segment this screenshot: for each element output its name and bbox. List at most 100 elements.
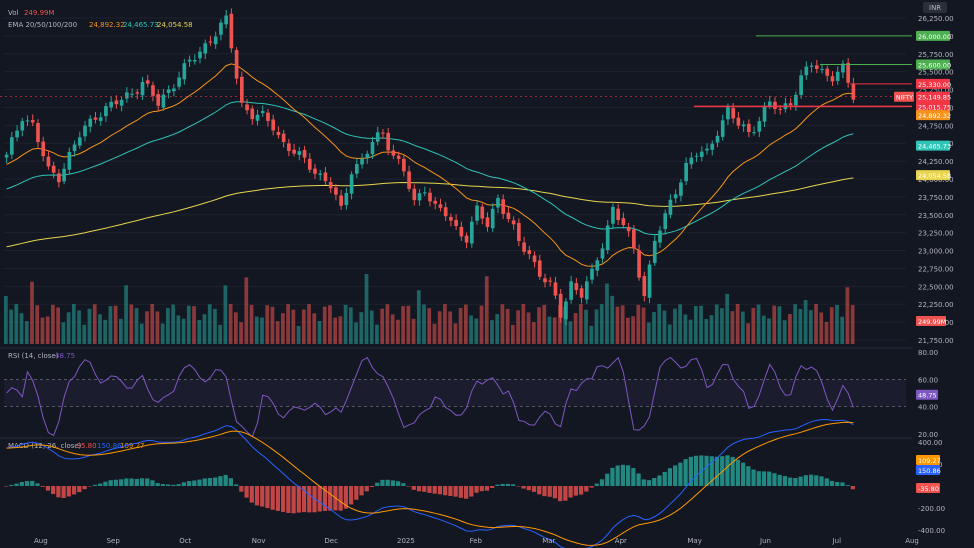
candle-body — [668, 199, 673, 215]
candle-body — [156, 94, 161, 106]
candle-body — [841, 63, 845, 73]
candle-body — [715, 135, 720, 143]
macd-histogram-bar — [145, 478, 150, 486]
macd-tick-label: -200.00 — [918, 505, 945, 513]
candle-body — [511, 220, 516, 225]
volume-bar — [526, 312, 531, 344]
price-axis[interactable]: 26,250.00 26,000.00 25,750.00 25,500.00 25,2… — [894, 15, 954, 345]
time-tick-label: Aug — [34, 537, 48, 545]
ema20-line — [6, 63, 854, 267]
volume-bar — [66, 312, 71, 344]
candle-body — [245, 104, 249, 111]
volume-bar — [244, 277, 249, 344]
candle-body — [83, 125, 87, 137]
volume-bar — [301, 309, 306, 344]
candle-body — [731, 107, 735, 119]
volume-bar — [338, 316, 343, 344]
candle-body — [20, 121, 25, 131]
candle-body — [778, 108, 783, 110]
volume-bar — [824, 321, 829, 344]
macd-histogram-bar — [714, 456, 720, 486]
macd-histogram-bar — [547, 486, 552, 497]
macd-histogram-bar — [166, 484, 171, 486]
ema50-legend-value: 24,465.73 — [123, 21, 159, 29]
volume-bar — [359, 312, 364, 344]
rsi-pane[interactable]: 80.00 60.00 40.00 20.00 48.75 — [4, 349, 938, 439]
macd-value-badge — [916, 483, 940, 493]
macd-histogram-bar — [474, 486, 479, 493]
volume-bar — [845, 287, 850, 344]
macd-tick-label: 400.00 — [918, 439, 943, 447]
volume-bar — [82, 324, 87, 344]
candle-body — [67, 152, 72, 170]
candle-body — [626, 226, 631, 232]
volume-bar — [829, 307, 834, 344]
rsi-legend-label: RSI (14, close) — [8, 352, 59, 360]
symbol-badge[interactable] — [894, 91, 914, 102]
volume-bar — [443, 304, 447, 344]
macd-histogram-bar — [51, 486, 56, 494]
volume-bar — [798, 308, 803, 344]
rsi-legend-value: 48.75 — [55, 352, 75, 360]
macd-histogram-bar — [56, 486, 61, 498]
candle-body — [339, 195, 343, 206]
volume-bar — [160, 323, 165, 344]
volume-bar — [260, 317, 264, 344]
candle-body — [490, 208, 495, 229]
macd-histogram-bar — [176, 484, 181, 486]
price-tick-label: 23,000.00 — [918, 248, 954, 256]
candle-body — [396, 155, 401, 159]
currency-badge[interactable] — [923, 2, 947, 13]
candle-body — [344, 193, 349, 206]
volume-bar — [730, 311, 735, 344]
volume-bar — [192, 306, 196, 344]
candle-body — [77, 137, 82, 146]
price-tick-label: 23,500.00 — [918, 212, 954, 220]
volume-bar — [9, 309, 13, 344]
macd-histogram-bar — [108, 480, 113, 486]
volume-bar — [788, 314, 792, 344]
macd-histogram-bar — [301, 486, 307, 513]
time-axis[interactable]: Aug Sep Oct Nov Dec 2025 Feb Mar Apr May Jun Jul Aug — [34, 537, 919, 545]
candle-body — [281, 133, 286, 142]
volume-bar — [631, 316, 635, 344]
candle-body — [600, 248, 605, 259]
price-tick-label: 25,250.00 — [918, 87, 954, 95]
candle-body — [767, 101, 772, 107]
price-tick-label: 22,250.00 — [918, 301, 954, 309]
price-badge — [916, 30, 950, 41]
price-tick-label: 25,750.00 — [918, 51, 954, 59]
price-badge — [916, 101, 950, 112]
macd-histogram-bar — [458, 486, 463, 498]
macd-histogram-bar — [568, 486, 573, 498]
macd-pane[interactable]: 400.00200.00-200.00-400.00109.27150.86-3… — [4, 418, 945, 548]
candle-body — [684, 162, 688, 182]
volume-bar — [437, 311, 442, 344]
candle-body — [689, 157, 694, 165]
macd-histogram-bar — [348, 486, 354, 505]
macd-hist-value: -35.80 — [74, 442, 97, 450]
candle-body — [224, 15, 228, 25]
macd-histogram-bar — [260, 486, 265, 507]
macd-histogram-bar — [233, 484, 239, 486]
candle-body — [799, 75, 803, 95]
price-pane[interactable] — [0, 8, 912, 344]
rsi-value-badge-label: 48.75 — [918, 392, 937, 400]
candles — [4, 8, 856, 326]
volume-bar — [678, 304, 683, 344]
candle-body — [114, 100, 119, 105]
volume-bar — [51, 304, 55, 344]
volume-bar — [516, 310, 520, 344]
ema200-legend-value: 24,054.58 — [157, 21, 193, 29]
macd-histogram-bar — [4, 486, 9, 487]
macd-histogram-bar — [150, 480, 155, 486]
time-tick-label: Feb — [470, 537, 483, 545]
candle-body — [569, 281, 573, 300]
macd-histogram-bar — [139, 478, 145, 486]
candle-body — [564, 301, 568, 320]
macd-histogram-bar — [416, 486, 422, 492]
macd-histogram-bar — [218, 476, 223, 486]
macd-histogram-bar — [19, 481, 24, 486]
candle-body — [480, 206, 485, 219]
